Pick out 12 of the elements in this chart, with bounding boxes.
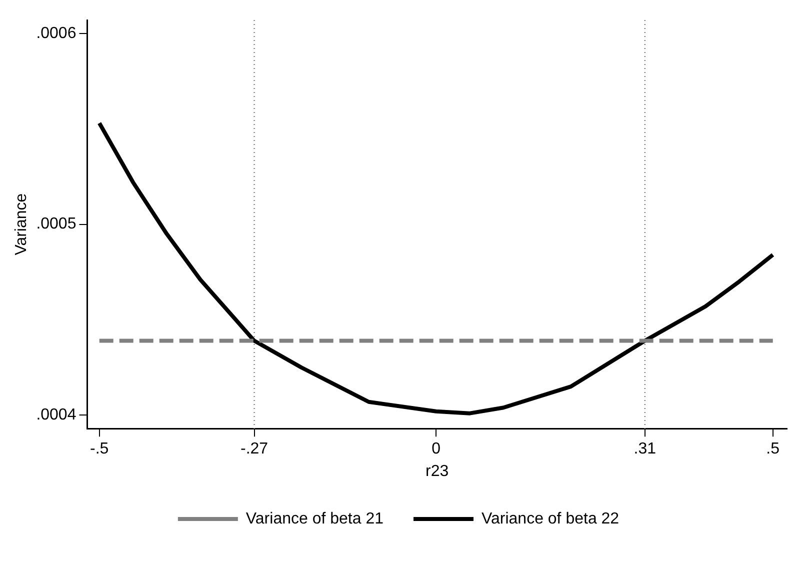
x-tick-label: -.5 bbox=[90, 440, 109, 458]
x-tick-label: -.27 bbox=[240, 440, 268, 458]
y-tick-label: .0004 bbox=[36, 406, 76, 424]
legend-label: Variance of beta 22 bbox=[482, 510, 620, 528]
legend-label: Variance of beta 21 bbox=[246, 510, 384, 528]
y-axis-title: Variance bbox=[13, 193, 30, 256]
x-tick-label: .31 bbox=[634, 440, 656, 458]
y-tick-label: .0005 bbox=[36, 216, 76, 233]
x-axis-title: r23 bbox=[426, 462, 449, 480]
y-tick-label: .0006 bbox=[36, 24, 76, 42]
x-tick-label: .5 bbox=[766, 440, 780, 458]
x-tick-label: 0 bbox=[432, 440, 441, 458]
